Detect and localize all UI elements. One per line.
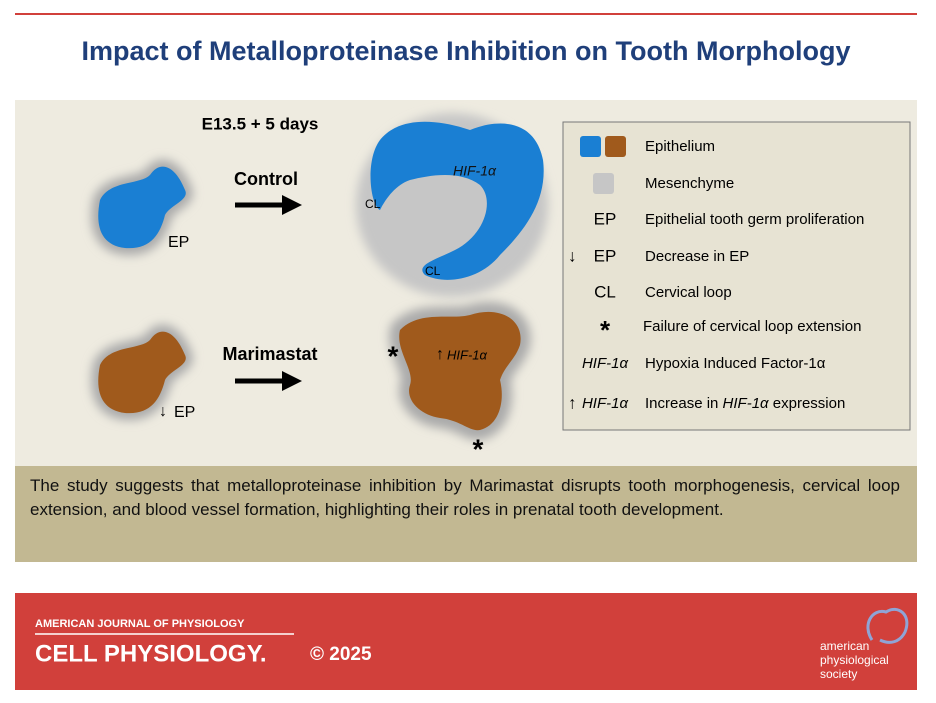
cl-label: CL <box>365 197 381 211</box>
cl-label: CL <box>425 264 441 278</box>
arrow-symbol: ↓ <box>568 246 577 265</box>
arrow-symbol: ↑ <box>436 346 444 363</box>
epithelium-shape <box>399 311 521 431</box>
legend-text: Epithelial tooth germ proliferation <box>645 211 864 228</box>
legend-text: Increase in HIF-1α expression <box>645 395 845 412</box>
marker-label: HIF-1α <box>447 347 488 362</box>
legend-text: Decrease in EP <box>645 248 749 265</box>
marimastat-label: Marimastat <box>222 344 317 364</box>
epithelium-shape <box>98 166 186 249</box>
swatch <box>605 136 626 157</box>
legend-symbol: HIF-1α <box>582 395 629 412</box>
control-label: Control <box>234 169 298 189</box>
asterisk: * <box>473 433 484 464</box>
epithelium-shape <box>370 121 544 280</box>
legend-symbol: EP <box>594 209 617 228</box>
swatch <box>580 136 601 157</box>
legend-text: Mesenchyme <box>645 175 734 192</box>
legend-text-part: HIF-1α <box>723 395 770 412</box>
ep-label: EP <box>174 404 195 421</box>
legend-symbol: * <box>600 315 611 345</box>
legend-text-part: Increase in <box>645 395 723 412</box>
title: Impact of Metalloproteinase Inhibition o… <box>82 36 851 66</box>
legend-text: Epithelium <box>645 138 715 155</box>
timepoint: E13.5 + 5 days <box>202 114 319 133</box>
legend-symbol: EP <box>594 246 617 265</box>
marker-label: HIF-1α <box>453 163 497 179</box>
ep-label: EP <box>168 234 189 251</box>
legend-symbol: CL <box>594 282 616 301</box>
epithelium-shape <box>98 331 186 414</box>
summary: The study suggests that metalloproteinas… <box>30 476 900 519</box>
legend-text: Cervical loop <box>645 284 732 301</box>
legend-text: Failure of cervical loop extension <box>643 318 861 335</box>
legend-text: Hypoxia Induced Factor-1α <box>645 355 826 372</box>
legend-symbol: HIF-1α <box>582 355 629 372</box>
legend: Epithelium Mesenchyme EP Epithelial tooth g… <box>568 138 864 413</box>
swatch <box>593 173 614 194</box>
arrow-symbol: ↓ <box>159 403 167 420</box>
legend-text-part: expression <box>769 395 846 412</box>
summary-band <box>15 466 917 562</box>
arrow-symbol: ↑ <box>568 393 577 412</box>
legend-box <box>562 121 911 431</box>
asterisk: * <box>388 340 399 371</box>
